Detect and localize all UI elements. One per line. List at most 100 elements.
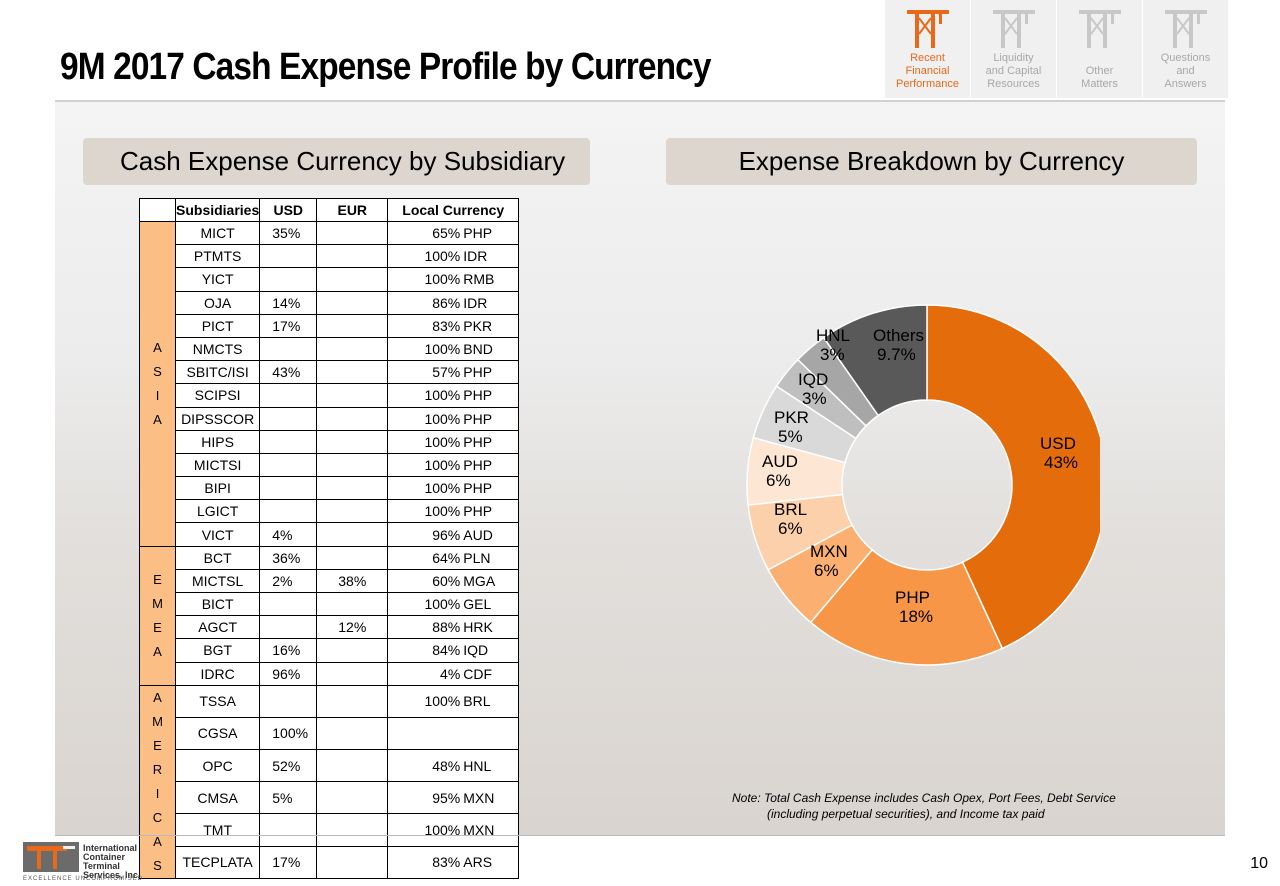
cell-subsidiary: TMT: [174, 813, 261, 847]
local-pct: 83%: [432, 854, 461, 871]
cell-subsidiary: BCT: [174, 545, 261, 570]
cell-subsidiary: HIPS: [174, 429, 261, 454]
nav-tab-label-line: Resources: [987, 78, 1040, 90]
cell-usd: [259, 591, 318, 617]
local-currency-code: IDR: [463, 248, 488, 265]
cell-usd: [259, 429, 318, 454]
cell-local-currency: 100% IDR: [387, 244, 520, 269]
cell-eur: [316, 220, 389, 246]
nav-tab-label-line: Liquidity: [993, 52, 1034, 64]
cell-subsidiary: SBITC/ISI: [174, 360, 261, 385]
slice-value-label: 3%: [820, 345, 845, 364]
cell-local-currency: 57% PHP: [387, 360, 520, 385]
nav-tab-label-line: and Capital: [985, 65, 1042, 77]
local-pct: 88%: [432, 619, 461, 636]
cell-subsidiary: VICT: [174, 522, 261, 547]
local-currency-code: HNL: [463, 757, 492, 774]
region-letter: A: [153, 689, 162, 705]
local-pct: 96%: [432, 526, 461, 543]
local-currency-code: PHP: [463, 433, 493, 450]
cell-eur: [316, 522, 389, 547]
table-row: TECPLATA 17% 83% ARS: [140, 845, 520, 879]
cell-local-currency: 100% MXN: [387, 813, 520, 847]
table-row: HIPS 100% PHP: [140, 429, 520, 454]
cell-local-currency: 65% PHP: [387, 220, 520, 246]
cell-local-currency: 100% PHP: [387, 429, 520, 454]
local-currency-code: IDR: [463, 294, 488, 311]
local-pct: 64%: [432, 549, 461, 566]
region-letter: I: [155, 387, 160, 403]
cell-eur: [316, 845, 389, 879]
cell-subsidiary: MICTSI: [174, 452, 261, 478]
cell-local-currency: 83% ARS: [387, 845, 520, 879]
slice-category-label: BRL: [774, 500, 807, 519]
table-row: BIPI 100% PHP: [140, 476, 520, 501]
table-row: A S I A MICT 35% 65% PHP: [139, 220, 520, 547]
local-pct: 83%: [432, 317, 461, 334]
local-currency-code: ARS: [463, 854, 493, 871]
slice-category-label: AUD: [762, 452, 798, 471]
region-letter: C: [152, 809, 163, 825]
nav-tab-label-line: Matters: [1081, 78, 1118, 90]
cell-eur: [316, 661, 389, 686]
cell-subsidiary: DIPSSCOR: [174, 406, 261, 431]
cell-local-currency: 100% RMB: [387, 267, 520, 292]
nav-tab-label-line: and: [1176, 65, 1195, 77]
cell-eur: 38%: [316, 568, 389, 594]
slice-value-label: 6%: [814, 561, 839, 580]
local-pct: 100%: [424, 821, 461, 838]
region-letter: S: [153, 363, 162, 379]
crane-icon: [907, 10, 949, 48]
region-letter: E: [153, 619, 162, 635]
cell-usd: 96%: [259, 661, 318, 686]
local-pct: 100%: [424, 480, 461, 497]
nav-tab-label-line: Questions: [1160, 52, 1211, 64]
logo-text-line: International: [83, 843, 138, 853]
table-row: MICTSI 100% PHP: [140, 452, 520, 478]
cell-subsidiary: AGCT: [174, 615, 261, 640]
slice-value-label: 6%: [778, 519, 803, 538]
region-letter: I: [155, 785, 160, 801]
nav-tab-4[interactable]: Questions and Answers: [1143, 0, 1228, 98]
logo-text: International Container Terminal Services,…: [83, 844, 163, 880]
cell-eur: [316, 313, 389, 338]
cell-subsidiary: BICT: [174, 591, 261, 617]
title-divider: [55, 100, 1225, 102]
cell-usd: [259, 406, 318, 431]
cell-eur: [316, 244, 389, 269]
cell-local-currency: 86% IDR: [387, 290, 520, 315]
local-currency-code: RMB: [463, 271, 495, 288]
local-pct: 95%: [432, 789, 461, 806]
nav-tab-3[interactable]: Other Matters: [1057, 0, 1142, 98]
cell-local-currency: 88% HRK: [387, 615, 520, 640]
cell-local-currency: 83% PKR: [387, 313, 520, 338]
table-row: TMT 100% MXN: [140, 813, 520, 847]
region-letter: M: [152, 713, 163, 729]
local-pct: 100%: [424, 456, 461, 473]
region-letter: E: [153, 737, 162, 753]
local-pct: 60%: [432, 572, 461, 589]
cell-subsidiary: MICT: [174, 220, 261, 246]
cell-usd: [259, 267, 318, 292]
cell-subsidiary: TECPLATA: [174, 845, 261, 879]
crane-icon: [1165, 10, 1207, 48]
table-row: E M E A BCT 36% 64% PLN: [139, 545, 520, 686]
nav-tab-2[interactable]: Liquidity and Capital Resources: [971, 0, 1056, 98]
cell-usd: [259, 615, 318, 640]
cell-usd: [259, 476, 318, 501]
cell-local-currency: 100% BND: [387, 336, 520, 362]
cell-usd: 43%: [259, 360, 318, 385]
nav-tab-1[interactable]: Recent Financial Performance: [885, 0, 970, 98]
table-row: CGSA 100%: [140, 716, 520, 751]
local-pct: 100%: [424, 596, 461, 613]
footnote-line-2: (including perpetual securities), and In…: [767, 807, 1045, 821]
nav-tab-label-line: [1057, 52, 1142, 65]
nav-tab-label-line: Recent: [910, 52, 945, 64]
region-letter: A: [153, 411, 162, 427]
table-row: IDRC 96% 4% CDF: [140, 661, 520, 686]
table-row: BICT 100% GEL: [140, 591, 520, 617]
local-currency-code: PHP: [463, 480, 493, 497]
left-section-title: Cash Expense Currency by Subsidiary: [83, 138, 590, 185]
cell-eur: [316, 545, 389, 570]
